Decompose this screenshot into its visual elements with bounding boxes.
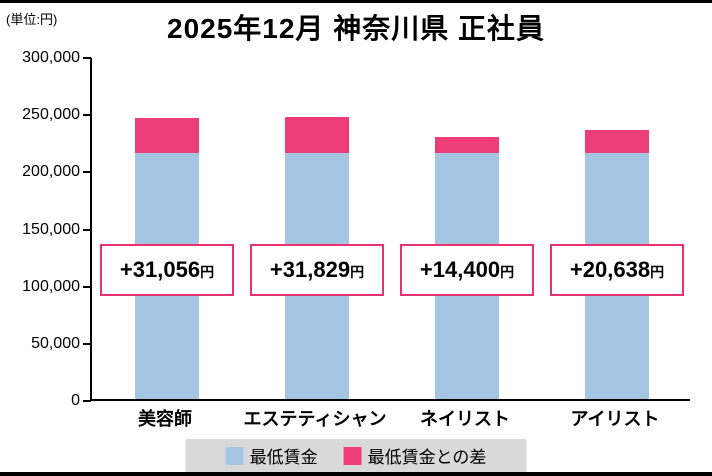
y-tick-label: 50,000 xyxy=(31,334,80,352)
plot-area: +31,056円 +31,829円 +14,400円 +20,638円 xyxy=(83,57,692,402)
y-axis-labels: 300,000 250,000 200,000 150,000 100,000 50,00… xyxy=(0,49,84,409)
diff-amount: +31,829 xyxy=(269,257,351,282)
diff-label-box: +31,056円 xyxy=(100,244,234,296)
bar-column: +20,638円 xyxy=(542,58,692,399)
x-axis-labels: 美容師 エステティシャン ネイリスト アイリスト xyxy=(90,405,690,431)
y-tick-mark xyxy=(83,342,91,345)
y-tick-mark xyxy=(83,400,91,402)
y-tick-label: 0 xyxy=(71,392,80,409)
y-tick-label: 300,000 xyxy=(22,49,80,66)
diff-amount: +14,400 xyxy=(419,257,501,282)
y-tick-mark xyxy=(83,171,91,174)
legend: 最低賃金 最低賃金との差 xyxy=(185,439,527,472)
bar-segment-difference xyxy=(135,117,199,154)
legend-label: 最低賃金 xyxy=(249,448,318,467)
legend-item: 最低賃金との差 xyxy=(343,443,487,468)
y-tick-label: 100,000 xyxy=(22,277,80,295)
x-category-label: アイリスト xyxy=(570,409,660,429)
y-tick-label: 150,000 xyxy=(22,220,80,238)
bar-segment-difference xyxy=(585,129,649,154)
legend-label: 最低賃金との差 xyxy=(367,448,487,467)
diff-label: +20,638円 xyxy=(570,257,664,283)
diff-amount: +31,056 xyxy=(119,257,201,282)
bar-segment-difference xyxy=(435,136,499,154)
legend-item: 最低賃金 xyxy=(225,443,318,468)
diff-label-box: +31,829円 xyxy=(250,244,384,296)
legend-swatch xyxy=(343,446,362,465)
y-tick-mark xyxy=(83,57,91,59)
bar-column: +31,829円 xyxy=(242,58,392,399)
legend-swatch xyxy=(225,446,244,465)
diff-suffix: 円 xyxy=(500,264,515,280)
page-title: 2025年12月 神奈川県 正社員 xyxy=(167,13,545,44)
diff-label: +14,400円 xyxy=(420,257,514,283)
diff-label: +31,056円 xyxy=(120,257,214,283)
diff-label-box: +20,638円 xyxy=(550,244,684,296)
diff-suffix: 円 xyxy=(200,264,215,280)
unit-label: (単位:円) xyxy=(6,12,58,27)
diff-suffix: 円 xyxy=(650,264,665,280)
y-tick-mark xyxy=(83,285,91,288)
diff-amount: +20,638 xyxy=(569,257,651,282)
diff-suffix: 円 xyxy=(350,264,365,280)
x-category-label: ネイリスト xyxy=(420,409,510,429)
bar-segment-difference xyxy=(285,116,349,154)
diff-label-box: +14,400円 xyxy=(400,244,534,296)
x-category-label: エステティシャン xyxy=(243,409,387,429)
bar-column: +31,056円 xyxy=(92,58,242,399)
y-tick-label: 250,000 xyxy=(22,106,80,124)
x-category-label: 美容師 xyxy=(138,409,192,429)
y-tick-label: 200,000 xyxy=(22,163,80,181)
diff-label: +31,829円 xyxy=(270,257,364,283)
y-tick-mark xyxy=(83,228,91,231)
y-tick-mark xyxy=(83,114,91,117)
bar-column: +14,400円 xyxy=(392,58,542,399)
